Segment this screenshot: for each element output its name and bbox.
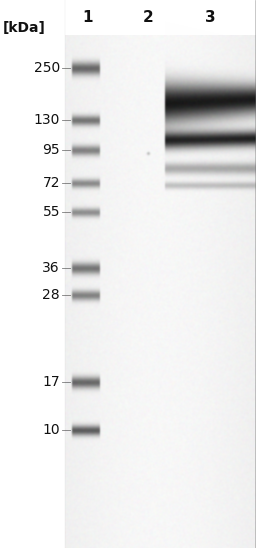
Text: 17: 17 bbox=[42, 375, 60, 389]
Text: 250: 250 bbox=[34, 61, 60, 75]
Text: 28: 28 bbox=[42, 288, 60, 302]
Text: 1: 1 bbox=[83, 10, 93, 26]
Text: 2: 2 bbox=[143, 10, 153, 26]
Text: 3: 3 bbox=[205, 10, 215, 26]
Text: 10: 10 bbox=[42, 423, 60, 437]
Text: [kDa]: [kDa] bbox=[3, 21, 46, 35]
Text: 95: 95 bbox=[42, 143, 60, 157]
Text: 55: 55 bbox=[42, 205, 60, 219]
Text: 130: 130 bbox=[34, 113, 60, 127]
Text: 36: 36 bbox=[42, 261, 60, 275]
Text: 72: 72 bbox=[42, 176, 60, 190]
